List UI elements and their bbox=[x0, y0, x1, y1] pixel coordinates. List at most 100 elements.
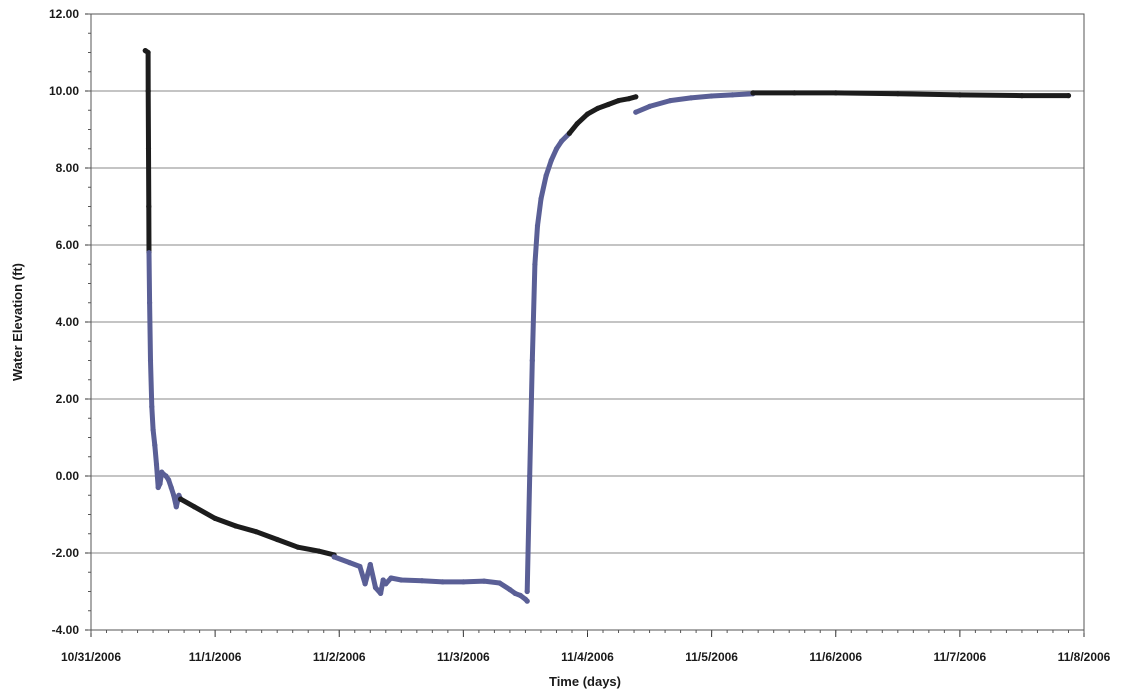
data-point bbox=[481, 578, 487, 584]
data-point bbox=[145, 146, 152, 152]
data-point bbox=[534, 223, 541, 229]
data-point bbox=[688, 95, 694, 101]
data-point bbox=[543, 173, 549, 179]
data-point bbox=[163, 473, 169, 479]
data-point bbox=[709, 93, 715, 99]
data-point bbox=[347, 560, 353, 566]
data-point bbox=[750, 90, 756, 96]
data-point bbox=[532, 261, 538, 267]
x-tick-label: 11/8/2006 bbox=[1058, 650, 1111, 664]
data-point bbox=[357, 563, 363, 570]
x-tick-label: 11/4/2006 bbox=[561, 650, 614, 664]
data-point bbox=[168, 484, 174, 491]
data-point bbox=[380, 577, 386, 583]
data-point bbox=[440, 579, 446, 585]
data-point bbox=[553, 146, 560, 152]
x-axis-title: Time (days) bbox=[549, 674, 621, 689]
y-tick-label: -4.00 bbox=[52, 623, 80, 637]
data-point bbox=[153, 461, 160, 468]
data-point bbox=[178, 496, 184, 502]
data-point bbox=[595, 105, 601, 111]
x-tick-label: 11/5/2006 bbox=[685, 650, 738, 664]
data-point bbox=[166, 477, 172, 483]
y-tick-label: -2.00 bbox=[52, 546, 80, 560]
data-point bbox=[362, 581, 368, 587]
data-point bbox=[1019, 93, 1025, 99]
data-point bbox=[833, 90, 839, 96]
data-point bbox=[149, 404, 155, 410]
data-point bbox=[626, 96, 632, 102]
data-point bbox=[274, 536, 280, 543]
data-point bbox=[191, 504, 197, 510]
data-point bbox=[460, 579, 466, 585]
data-point bbox=[667, 98, 673, 104]
x-tick-label: 11/6/2006 bbox=[809, 650, 862, 664]
y-tick-label: 6.00 bbox=[56, 238, 80, 252]
series-line-2 bbox=[146, 250, 184, 510]
y-tick-label: 0.00 bbox=[56, 469, 80, 483]
data-point bbox=[633, 109, 639, 115]
y-tick-label: 4.00 bbox=[56, 315, 80, 329]
series-line-6 bbox=[566, 94, 639, 136]
data-point bbox=[212, 515, 218, 522]
data-point bbox=[566, 130, 573, 136]
data-point bbox=[729, 92, 735, 98]
data-point bbox=[507, 587, 513, 593]
data-point bbox=[512, 590, 518, 597]
data-point bbox=[529, 357, 535, 364]
data-point bbox=[145, 49, 151, 56]
data-point bbox=[145, 88, 151, 94]
data-point bbox=[171, 492, 177, 498]
grid-layer bbox=[91, 13, 1084, 631]
data-point bbox=[497, 580, 503, 586]
data-point bbox=[157, 481, 163, 487]
data-point bbox=[233, 523, 239, 529]
x-tick-label: 11/2/2006 bbox=[313, 650, 366, 664]
data-point bbox=[527, 473, 533, 479]
data-point bbox=[253, 529, 260, 535]
data-point bbox=[895, 91, 901, 97]
data-point bbox=[147, 357, 154, 364]
data-point bbox=[146, 203, 152, 210]
x-tick-label: 11/1/2006 bbox=[189, 650, 242, 664]
data-point bbox=[517, 592, 523, 599]
y-axis-title: Water Elevation (ft) bbox=[10, 263, 25, 381]
data-point bbox=[378, 590, 384, 597]
label-layer: 12.00 10.00 8.00 6.00 4.00 2.00 0.00 -2.00 -4.00… bbox=[49, 7, 1111, 664]
series-line-3 bbox=[178, 496, 337, 558]
y-tick-label: 8.00 bbox=[56, 161, 80, 175]
x-tick-label: 10/31/2006 bbox=[61, 650, 121, 664]
series-line-1 bbox=[142, 48, 152, 256]
x-tick-label: 11/3/2006 bbox=[437, 650, 490, 664]
data-point bbox=[372, 585, 379, 591]
data-point bbox=[147, 300, 153, 306]
data-point bbox=[615, 98, 622, 104]
series-line-4 bbox=[331, 554, 530, 604]
data-point bbox=[398, 577, 404, 583]
data-point bbox=[316, 548, 322, 554]
data-point bbox=[1065, 93, 1072, 99]
axes-layer bbox=[85, 13, 1085, 637]
data-point bbox=[383, 581, 389, 587]
y-tick-label: 2.00 bbox=[56, 392, 80, 406]
data-point bbox=[524, 588, 530, 595]
series-line-7 bbox=[633, 91, 756, 115]
data-point bbox=[388, 575, 394, 581]
data-point bbox=[524, 598, 530, 604]
data-point bbox=[331, 554, 337, 560]
data-point bbox=[548, 157, 554, 163]
data-point bbox=[152, 442, 158, 448]
data-point bbox=[584, 111, 591, 117]
data-point bbox=[605, 101, 611, 108]
data-point bbox=[367, 561, 373, 568]
data-point bbox=[150, 427, 156, 433]
x-tick-label: 11/7/2006 bbox=[934, 650, 987, 664]
data-point bbox=[791, 90, 798, 96]
data-point bbox=[957, 92, 963, 98]
data-point bbox=[559, 138, 565, 144]
data-point bbox=[647, 103, 653, 109]
data-point bbox=[173, 504, 179, 510]
y-tick-label: 10.00 bbox=[49, 84, 79, 98]
